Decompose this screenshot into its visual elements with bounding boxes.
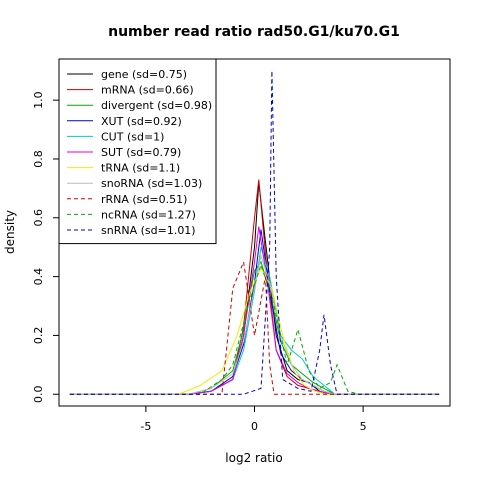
x-axis: -5 0 5 bbox=[140, 406, 367, 433]
legend-item: CUT (sd=1) bbox=[101, 130, 164, 143]
y-tick-label: 0.4 bbox=[32, 268, 45, 286]
y-axis-label: density bbox=[3, 210, 17, 254]
x-tick-label: -5 bbox=[140, 420, 151, 433]
series-line-ncrna bbox=[69, 263, 440, 395]
legend-item: mRNA (sd=0.66) bbox=[101, 84, 194, 97]
y-tick-label: 0.2 bbox=[32, 327, 45, 345]
y-tick-label: 0.8 bbox=[32, 150, 45, 168]
x-axis-label: log2 ratio bbox=[225, 451, 282, 465]
series-line-cut bbox=[69, 247, 440, 395]
y-axis: 0.0 0.2 0.4 0.6 0.8 1.0 bbox=[32, 91, 59, 403]
series-line-xut bbox=[69, 229, 440, 395]
legend-item: snoRNA (sd=1.03) bbox=[101, 177, 202, 190]
legend-item: snRNA (sd=1.01) bbox=[101, 224, 196, 237]
legend-item: ncRNA (sd=1.27) bbox=[101, 208, 196, 221]
legend-item: SUT (sd=0.79) bbox=[101, 146, 181, 159]
y-tick-label: 0.0 bbox=[32, 385, 45, 403]
series-line-snrna bbox=[69, 70, 440, 395]
chart-title: number read ratio rad50.G1/ku70.G1 bbox=[108, 24, 400, 40]
y-tick-label: 1.0 bbox=[32, 91, 45, 109]
legend-item: divergent (sd=0.98) bbox=[101, 99, 212, 112]
x-tick-label: 0 bbox=[251, 420, 258, 433]
x-tick-label: 5 bbox=[360, 420, 367, 433]
legend: gene (sd=0.75) mRNA (sd=0.66) divergent (s… bbox=[58, 58, 217, 245]
legend-item: rRNA (sd=0.51) bbox=[101, 193, 187, 206]
legend-item: gene (sd=0.75) bbox=[101, 68, 187, 81]
y-tick-label: 0.6 bbox=[32, 209, 45, 227]
series-line-sut bbox=[69, 226, 440, 395]
series-line-trna bbox=[69, 266, 440, 395]
series-layer bbox=[69, 70, 440, 395]
series-line-snorna bbox=[69, 254, 440, 395]
legend-item: XUT (sd=0.92) bbox=[101, 115, 182, 128]
legend-item: tRNA (sd=1.1) bbox=[101, 162, 180, 175]
